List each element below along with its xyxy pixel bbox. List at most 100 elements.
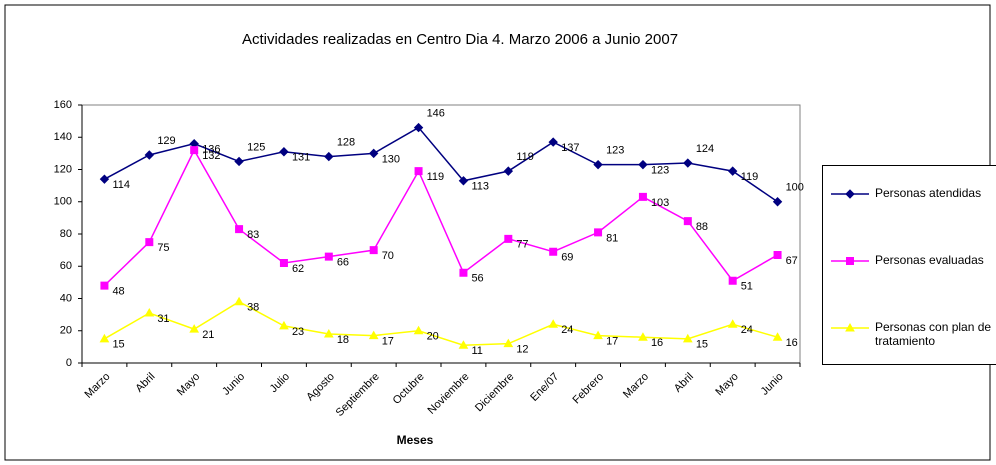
data-label: 16 <box>651 337 663 349</box>
data-label: 70 <box>382 250 394 262</box>
data-label: 113 <box>471 181 489 193</box>
legend-label: Personas atendidas <box>875 186 982 200</box>
data-label: 123 <box>651 165 669 177</box>
marker <box>773 250 782 259</box>
chart-title: Actividades realizadas en Centro Dia 4. … <box>242 31 678 48</box>
legend-label: Personas con plan de tratamiento <box>875 320 992 348</box>
data-label: 56 <box>471 273 483 285</box>
marker <box>593 159 603 170</box>
marker <box>324 151 334 162</box>
marker <box>413 122 424 133</box>
data-label: 15 <box>696 339 708 351</box>
data-label: 62 <box>292 263 304 275</box>
marker <box>279 320 289 330</box>
y-tick-label: 60 <box>60 260 72 272</box>
data-label: 31 <box>157 313 169 325</box>
x-tick-label: Julio <box>268 371 292 395</box>
marker <box>323 328 334 338</box>
data-label: 38 <box>247 302 259 314</box>
marker <box>99 174 110 184</box>
marker <box>845 322 855 332</box>
marker <box>144 308 155 317</box>
data-label: 119 <box>516 151 534 163</box>
marker <box>234 296 244 306</box>
marker <box>683 217 692 226</box>
data-label: 124 <box>696 143 714 155</box>
x-axis-label: Meses <box>397 433 434 447</box>
data-label: 17 <box>606 335 618 347</box>
marker <box>638 159 648 170</box>
data-label: 83 <box>247 229 259 241</box>
data-label: 67 <box>786 255 798 267</box>
legend-swatch <box>831 257 869 265</box>
line <box>104 300 778 347</box>
data-label: 20 <box>427 331 439 343</box>
data-label: 12 <box>516 344 528 356</box>
marker <box>772 332 783 341</box>
x-tick-label: Abril <box>672 371 696 395</box>
data-label: 11 <box>471 345 482 357</box>
data-label: 15 <box>112 339 124 351</box>
data-label: 69 <box>561 252 573 264</box>
data-label: 81 <box>606 232 618 244</box>
marker <box>99 333 110 343</box>
data-label: 77 <box>516 239 528 251</box>
marker <box>459 268 468 277</box>
marker <box>503 338 514 348</box>
marker <box>548 319 559 328</box>
line <box>104 126 778 203</box>
marker <box>414 167 423 176</box>
data-label: 114 <box>112 179 130 191</box>
marker <box>727 166 738 176</box>
data-label: 125 <box>247 141 265 153</box>
marker <box>772 197 783 207</box>
x-tick-label: Febrero <box>571 371 607 407</box>
data-label: 128 <box>337 137 355 149</box>
y-tick-label: 120 <box>54 163 72 175</box>
x-tick-label: Junio <box>220 371 247 398</box>
marker <box>728 276 737 285</box>
data-label: 119 <box>427 171 445 183</box>
y-tick-label: 80 <box>60 228 72 240</box>
x-tick-label: Marzo <box>621 371 651 401</box>
data-label: 103 <box>651 197 669 209</box>
x-tick-label: Marzo <box>83 371 113 401</box>
marker <box>727 319 738 328</box>
data-label: 48 <box>112 286 124 298</box>
marker <box>458 340 469 349</box>
data-label: 130 <box>382 153 400 165</box>
x-tick-label: Noviembre <box>426 371 472 417</box>
marker <box>845 189 855 199</box>
x-tick-label: Septiembre <box>334 371 382 419</box>
data-label: 16 <box>786 337 798 349</box>
data-label: 17 <box>382 335 394 347</box>
marker <box>548 137 558 147</box>
marker <box>369 246 378 255</box>
marker <box>593 330 603 340</box>
data-label: 131 <box>292 152 310 164</box>
data-label: 21 <box>202 329 214 341</box>
data-label: 123 <box>606 145 624 157</box>
legend: Personas atendidas Personas evaluadas Pers… <box>822 165 996 365</box>
x-tick-label: Mayo <box>713 371 741 399</box>
marker <box>683 158 693 168</box>
data-label: 51 <box>741 281 753 293</box>
data-label: 119 <box>741 171 759 183</box>
marker <box>682 333 693 343</box>
marker <box>145 238 154 247</box>
data-label: 75 <box>157 242 169 254</box>
data-label: 137 <box>561 142 579 154</box>
marker <box>368 330 379 340</box>
y-tick-label: 100 <box>54 196 72 208</box>
line <box>103 148 778 287</box>
marker <box>279 147 289 157</box>
marker <box>504 234 513 243</box>
y-tick-label: 40 <box>60 292 72 304</box>
data-label: 24 <box>741 324 753 336</box>
y-tick-label: 160 <box>54 99 72 111</box>
x-tick-label: Diciembre <box>473 371 516 414</box>
marker <box>189 324 200 333</box>
x-tick-label: Agosto <box>304 371 337 404</box>
